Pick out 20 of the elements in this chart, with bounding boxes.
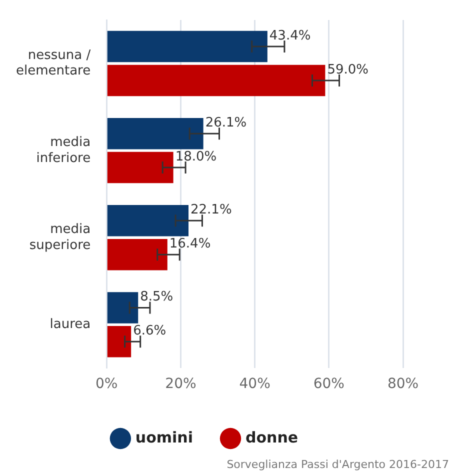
data-label: 59.0%: [327, 62, 369, 78]
data-label: 8.5%: [140, 290, 174, 305]
legend-label: donne: [246, 428, 298, 446]
y-tick-label: nessuna / elementare: [16, 48, 92, 79]
y-tick-label: media superiore: [29, 222, 91, 253]
x-tick-label: 0%: [96, 376, 118, 392]
text: Sorveglianza Passi d'Argento 2016-2017: [226, 458, 449, 471]
y-tick-label: laurea: [50, 317, 91, 332]
data-label: 22.1%: [190, 202, 232, 218]
x-tick-label: 60%: [313, 376, 344, 392]
legend-label: uomini: [135, 428, 194, 446]
y-tick-label: media inferiore: [36, 135, 91, 166]
data-label: 26.1%: [205, 115, 247, 130]
x-tick-label: 20%: [165, 376, 196, 392]
data-label: 18.0%: [175, 149, 217, 164]
data-label: 16.4%: [169, 236, 211, 252]
x-tick-label: 80%: [387, 376, 419, 392]
x-tick-label: 40%: [239, 376, 270, 392]
data-label: 6.6%: [133, 324, 166, 339]
data-label: 43.4%: [269, 28, 311, 44]
